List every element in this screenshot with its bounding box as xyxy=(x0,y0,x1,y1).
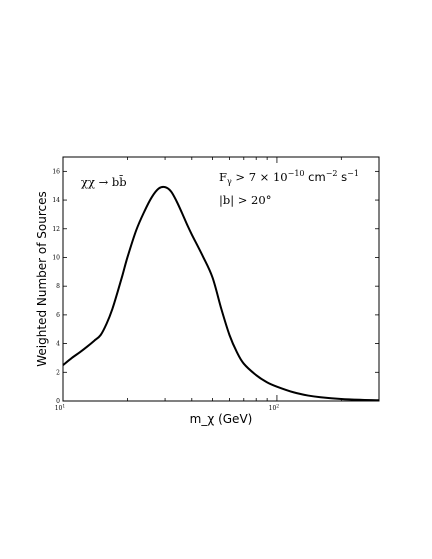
x-axis-label: m_χ (GeV) xyxy=(190,412,253,426)
y-tick-label: 14 xyxy=(52,197,60,204)
y-tick-label: 16 xyxy=(52,168,60,175)
y-axis-label: Weighted Number of Sources xyxy=(35,191,49,367)
y-tick-label: 10 xyxy=(52,254,60,261)
y-tick-label: 0 xyxy=(56,398,60,405)
flux-annotation: Fγ > 7 × 10−10 cm−2 s−1 xyxy=(219,169,359,186)
series-line xyxy=(62,185,380,402)
y-tick-label: 12 xyxy=(52,226,60,233)
y-tick-label: 6 xyxy=(56,312,60,319)
latitude-annotation: |b| > 20° xyxy=(219,193,271,208)
x-tick-label: 101 xyxy=(55,404,66,413)
plot-area-frame xyxy=(62,156,380,402)
y-tick-label: 8 xyxy=(56,283,60,290)
channel-annotation: χχ → bb̄ xyxy=(81,175,127,189)
y-tick-label: 2 xyxy=(56,369,60,376)
y-tick-label: 4 xyxy=(56,341,60,348)
x-tick-label: 102 xyxy=(269,404,280,413)
